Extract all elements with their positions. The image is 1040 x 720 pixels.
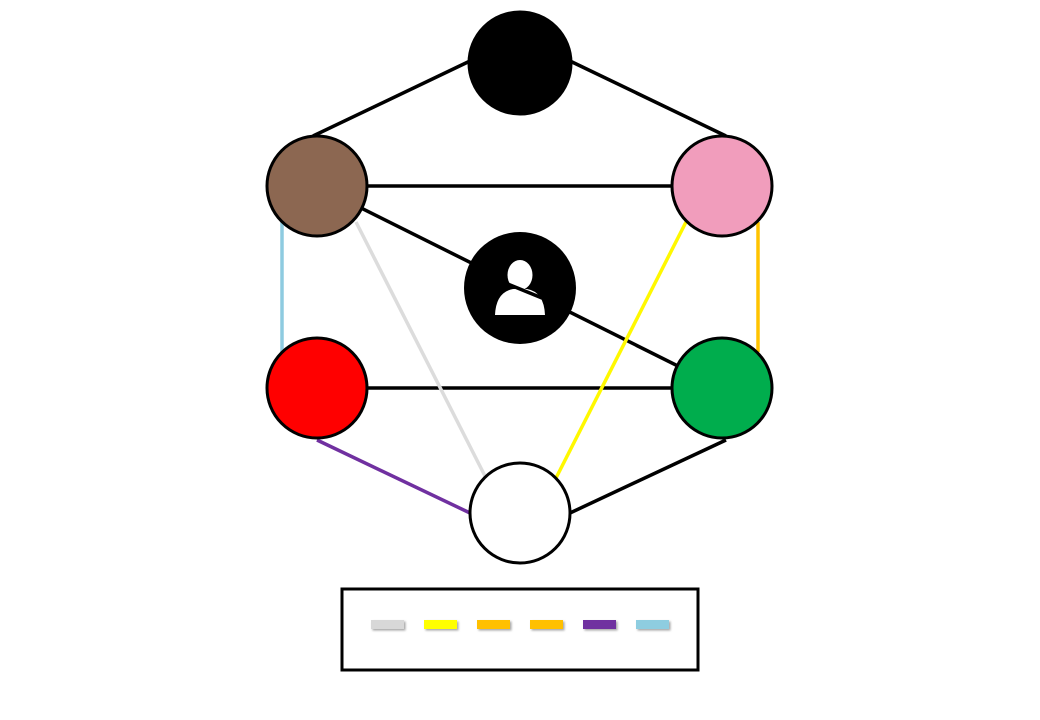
node-top-circle	[467, 10, 573, 116]
legend	[340, 587, 700, 672]
icon-crossing-line	[497, 278, 543, 300]
edge-lower-right-to-bottom	[569, 438, 727, 515]
edge-upper-left-to-bottom	[354, 221, 488, 479]
legend-swatch	[371, 620, 404, 629]
legend-swatch	[477, 620, 510, 629]
person-head	[507, 260, 533, 290]
node-center	[464, 232, 576, 344]
node-lower-left	[265, 336, 369, 440]
edge-lower-left-to-bottom	[316, 438, 471, 515]
node-lower-right-circle	[670, 336, 774, 440]
legend-swatches	[371, 620, 669, 629]
edge-top-to-upper-right	[569, 59, 727, 138]
legend-swatch	[424, 620, 457, 629]
edges-layer	[280, 59, 760, 515]
legend-swatch	[583, 620, 616, 629]
node-upper-right	[670, 134, 774, 238]
edge-upper-right-to-bottom	[554, 221, 688, 479]
node-bottom	[468, 461, 572, 565]
node-lower-right	[670, 336, 774, 440]
edge-top-to-upper-left	[312, 59, 471, 138]
person-icon	[495, 260, 545, 315]
legend-box	[340, 587, 700, 672]
node-upper-right-circle	[670, 134, 774, 238]
node-top	[467, 10, 573, 116]
node-upper-left-circle	[265, 134, 369, 238]
legend-swatch	[530, 620, 563, 629]
nodes-layer	[265, 10, 774, 565]
legend-swatch	[636, 620, 669, 629]
node-bottom-circle	[468, 461, 572, 565]
node-upper-left	[265, 134, 369, 238]
node-lower-left-circle	[265, 336, 369, 440]
